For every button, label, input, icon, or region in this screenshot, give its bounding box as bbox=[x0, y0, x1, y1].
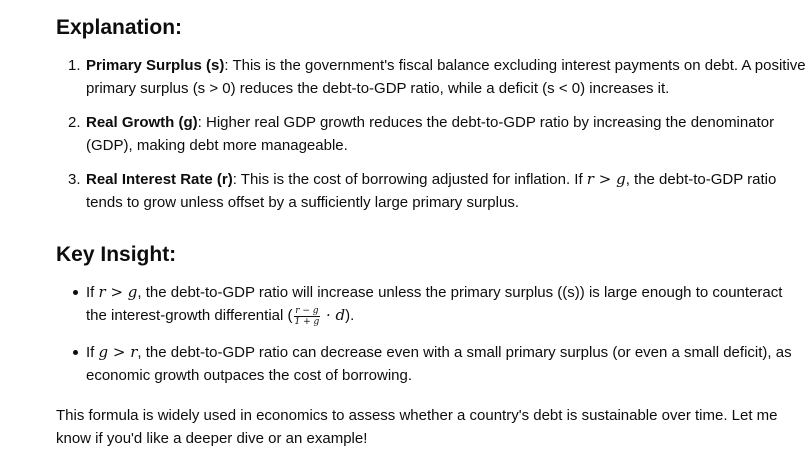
term-desc-cont: , the debt-to-GDP ratio bbox=[625, 171, 777, 188]
fraction-denominator: 1 + g bbox=[294, 316, 320, 327]
list-item-line: (GDP), making debt more manageable. bbox=[86, 137, 348, 154]
list-item-text: Real Growth (g): Higher real GDP growth … bbox=[86, 111, 810, 157]
bullet-text: If bbox=[86, 344, 99, 361]
term-desc: : This is the cost of borrowing adjusted… bbox=[232, 171, 587, 188]
bullet-text: the interest-growth differential ( bbox=[86, 307, 293, 324]
list-item-text: If r > g, the debt-to-GDP ratio will inc… bbox=[86, 281, 810, 327]
key-insight-heading: Key Insight: bbox=[56, 243, 177, 266]
list-item-line: Primary Surplus (s): This is the governm… bbox=[86, 54, 810, 77]
math-expression: · d bbox=[321, 306, 346, 324]
list-item-line: Real Growth (g): Higher real GDP growth … bbox=[86, 111, 810, 134]
list-item-line: If g > r, the debt-to-GDP ratio can decr… bbox=[86, 341, 810, 364]
term-desc: : This is the government's fiscal balanc… bbox=[224, 57, 806, 74]
list-number: 2. bbox=[68, 114, 81, 131]
list-number: 1. bbox=[68, 57, 81, 74]
math-expression: r > g bbox=[98, 283, 138, 301]
term-label: Real Growth (g) bbox=[86, 114, 198, 131]
list-item-line: economic growth outpaces the cost of bor… bbox=[86, 367, 413, 384]
list-item-text: Primary Surplus (s): This is the governm… bbox=[86, 54, 810, 100]
list-item-line: If r > g, the debt-to-GDP ratio will inc… bbox=[86, 281, 810, 304]
list-item-line: Real Interest Rate (r): This is the cost… bbox=[86, 168, 810, 191]
math-expression: r > g bbox=[586, 170, 626, 188]
bullet-icon bbox=[73, 350, 78, 355]
term-label: Primary Surplus (s) bbox=[86, 57, 225, 74]
explanation-heading: Explanation: bbox=[56, 16, 183, 39]
paragraph-line: know if you'd like a deeper dive or an e… bbox=[56, 430, 368, 447]
closing-paragraph: This formula is widely used in economics… bbox=[56, 404, 810, 450]
list-item-text: If g > r, the debt-to-GDP ratio can decr… bbox=[86, 341, 810, 387]
term-label: Real Interest Rate (r) bbox=[86, 171, 233, 188]
list-item-text: Real Interest Rate (r): This is the cost… bbox=[86, 168, 810, 214]
bullet-text: , the debt-to-GDP ratio can decrease eve… bbox=[137, 344, 792, 361]
bullet-icon bbox=[73, 290, 78, 295]
term-desc: : Higher real GDP growth reduces the deb… bbox=[197, 114, 775, 131]
paragraph-line: This formula is widely used in economics… bbox=[56, 407, 778, 424]
list-number: 3. bbox=[68, 171, 81, 188]
bullet-text: If bbox=[86, 284, 99, 301]
bullet-text: ). bbox=[345, 307, 355, 324]
fraction-numerator: r − g bbox=[293, 305, 321, 317]
list-item-line: primary surplus (s > 0) reduces the debt… bbox=[86, 80, 670, 97]
math-expression: g > r bbox=[98, 343, 138, 361]
bullet-text: , the debt-to-GDP ratio will increase un… bbox=[137, 284, 783, 301]
list-item-line: tends to grow unless offset by a suffici… bbox=[86, 194, 519, 211]
